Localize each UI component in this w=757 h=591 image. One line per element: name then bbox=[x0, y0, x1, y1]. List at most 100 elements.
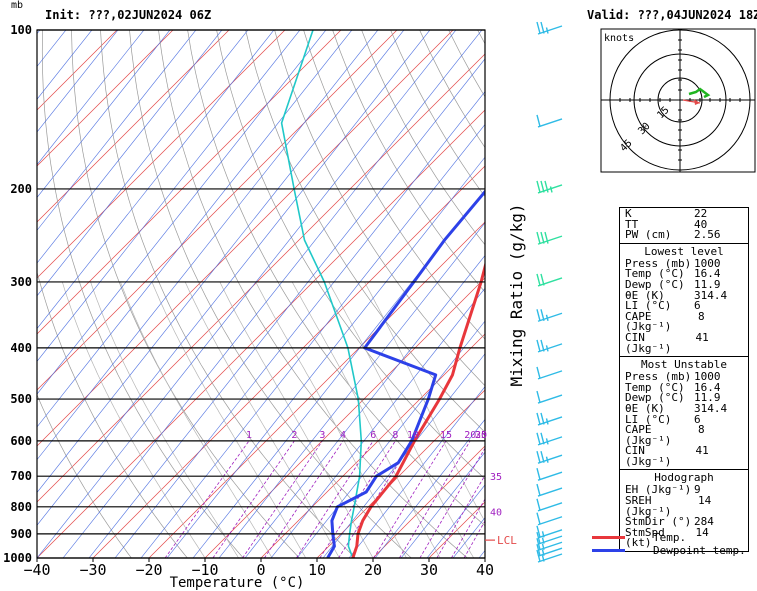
wind-barb bbox=[536, 538, 563, 551]
pressure-tick-label: 600 bbox=[10, 434, 32, 448]
most-unstable-row: LI (°C) 6 bbox=[620, 412, 748, 426]
plot-frame bbox=[36, 29, 486, 559]
theta-e-line bbox=[62, 30, 483, 558]
dry-adiabat bbox=[41, 30, 244, 558]
wind-barb bbox=[536, 231, 563, 245]
hodograph-param-row: StmSpd (kt) 14 bbox=[620, 525, 748, 550]
isotherm-line bbox=[204, 277, 485, 558]
pressure-tick-label: 800 bbox=[10, 500, 32, 514]
dry-adiabat bbox=[245, 30, 485, 433]
lowest-level-value: 16.4 bbox=[694, 267, 721, 281]
moist-adiabat bbox=[219, 281, 374, 558]
hodograph-param-key: StmSpd (kt) bbox=[625, 525, 665, 550]
isotherm-line bbox=[37, 30, 342, 335]
moist-adiabat bbox=[151, 281, 307, 558]
lowest-level-row: CAPE (Jkg⁻¹) 8 bbox=[620, 309, 748, 334]
most-unstable-row: CAPE (Jkg⁻¹) 8 bbox=[620, 423, 748, 446]
legend-temp-line bbox=[592, 536, 625, 539]
dry-adiabat bbox=[71, 30, 300, 558]
indices-lowest-level: Lowest level Press (mb) 1000 Temp (°C) 16.4… bbox=[620, 242, 748, 356]
index-key: TT bbox=[625, 217, 639, 231]
wind-barb bbox=[536, 544, 563, 557]
pressure-tick-label: 700 bbox=[10, 469, 32, 483]
wind-barb bbox=[536, 309, 563, 322]
lowest-level-value: 11.9 bbox=[694, 277, 721, 291]
most-unstable-key: Press (mb) bbox=[625, 370, 692, 384]
pressure-tick-label: 100 bbox=[10, 23, 32, 37]
index-row: TT 40 bbox=[620, 217, 748, 231]
wind-barb bbox=[536, 531, 563, 545]
theta-e-line bbox=[270, 287, 485, 558]
mixing-ratio-tick: 2 bbox=[291, 430, 297, 441]
most-unstable-key: CIN (Jkg⁻¹) bbox=[625, 444, 672, 468]
lowest-level-row: LI (°C) 6 bbox=[620, 299, 748, 313]
theta-e-line bbox=[37, 30, 301, 362]
x-tick-label: −30 bbox=[79, 561, 106, 579]
most-unstable-key: Temp (°C) bbox=[625, 380, 685, 394]
wind-barb bbox=[536, 339, 563, 353]
index-row: PW (cm) 2.56 bbox=[620, 228, 748, 242]
dry-adiabat bbox=[303, 30, 485, 340]
wind-barb bbox=[536, 432, 563, 446]
dry-adiabat bbox=[158, 30, 468, 558]
wind-barb bbox=[536, 21, 563, 35]
mixing-ratio-tick: 20 bbox=[464, 430, 476, 441]
moist-adiabat bbox=[291, 281, 441, 558]
lowest-level-key: Temp (°C) bbox=[625, 267, 685, 281]
pressure-tick-label: 300 bbox=[10, 275, 32, 289]
most-unstable-key: Dewp (°C) bbox=[625, 391, 685, 405]
theta-e-line bbox=[37, 30, 275, 330]
pressure-unit-label: mb bbox=[11, 0, 24, 11]
lowest-level-value: 6 bbox=[694, 299, 701, 313]
lowest-level-key: CAPE (Jkg⁻¹) bbox=[625, 309, 672, 334]
lowest-level-value: 314.4 bbox=[694, 288, 728, 302]
mixing-ratio-tick: 1 bbox=[246, 430, 252, 441]
theta-e-line bbox=[37, 30, 353, 428]
moist-adiabat bbox=[364, 281, 485, 523]
isotherm-line bbox=[37, 30, 454, 447]
mixing-ratio-tick: 35 bbox=[490, 472, 502, 483]
temperature-profile bbox=[351, 261, 485, 558]
isotherm-line bbox=[37, 30, 398, 391]
index-key: PW (cm) bbox=[625, 228, 672, 242]
lowest-level-row: Dewp (°C) 11.9 bbox=[620, 277, 748, 291]
hodograph-param-row: EH (Jkg⁻¹) 9 bbox=[620, 485, 748, 496]
mixing-ratio-tick: 15 bbox=[440, 430, 452, 441]
wind-barb bbox=[536, 451, 563, 464]
theta-e-line bbox=[37, 30, 431, 526]
lowest-level-value: 1000 bbox=[694, 256, 721, 270]
lowest-level-key: Dewp (°C) bbox=[625, 277, 685, 291]
hodograph-param-key: EH (Jkg⁻¹) bbox=[625, 483, 692, 497]
pressure-tick-label: 900 bbox=[10, 527, 32, 541]
most-unstable-value: 6 bbox=[694, 412, 701, 426]
dry-adiabat bbox=[361, 30, 485, 246]
most-unstable-value: 8 bbox=[697, 423, 705, 437]
moist-adiabat bbox=[328, 281, 475, 558]
most-unstable-row: CIN (Jkg⁻¹) 41 bbox=[620, 444, 748, 468]
most-unstable-key: LI (°C) bbox=[625, 412, 672, 426]
hodograph-param-value: 14 bbox=[695, 525, 709, 539]
wind-barb bbox=[536, 525, 563, 539]
hodograph-param-key: SREH (Jkg⁻¹) bbox=[625, 494, 672, 518]
wind-barb bbox=[536, 468, 563, 481]
most-unstable-value: 11.9 bbox=[694, 391, 721, 405]
dry-adiabat bbox=[274, 30, 485, 387]
theta-e-line bbox=[37, 30, 249, 297]
index-key: K bbox=[625, 207, 632, 220]
pressure-tick-label: 200 bbox=[10, 182, 32, 196]
most-unstable-value: 1000 bbox=[694, 370, 721, 384]
lowest-level-row: Press (mb) 1000 bbox=[620, 256, 748, 270]
theta-e-line bbox=[37, 30, 119, 133]
mixing-ratio-tick: 40 bbox=[490, 507, 502, 518]
x-tick-label: −20 bbox=[135, 561, 162, 579]
dry-adiabat bbox=[129, 30, 412, 558]
x-tick-label: 0 bbox=[256, 561, 265, 579]
x-tick-label: 10 bbox=[308, 561, 326, 579]
pressure-tick-label: 1000 bbox=[3, 551, 32, 565]
lcl-label: LCL bbox=[497, 534, 517, 547]
theta-e-line bbox=[114, 91, 485, 558]
lowest-level-row: CIN (Jkg⁻¹) 41 bbox=[620, 330, 748, 355]
lowest-level-key: CIN (Jkg⁻¹) bbox=[625, 330, 672, 355]
mixing-ratio-tick: 30 bbox=[475, 430, 487, 441]
moist-adiabat bbox=[255, 281, 407, 558]
